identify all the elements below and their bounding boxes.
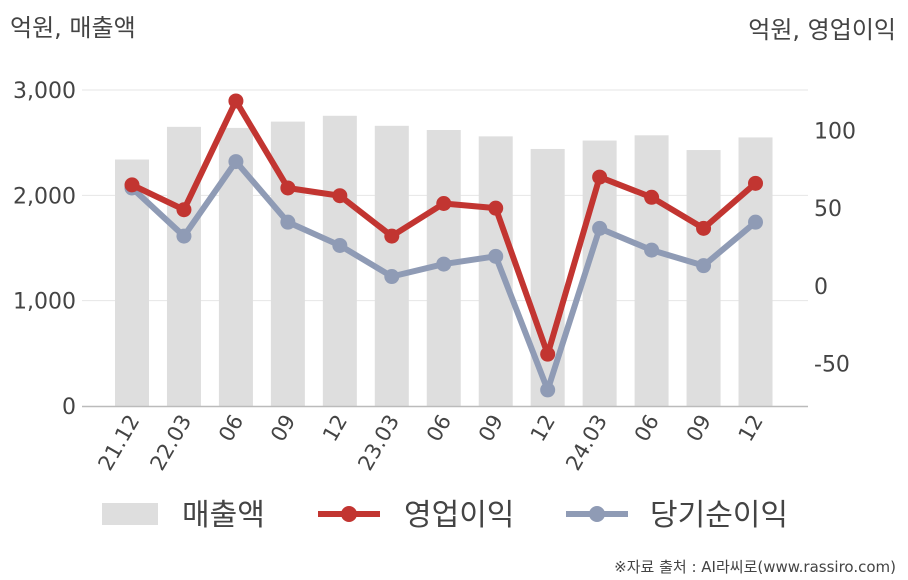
series-point bbox=[592, 169, 608, 185]
series-point bbox=[332, 188, 348, 204]
series-point bbox=[228, 93, 244, 109]
right-tick-label: 0 bbox=[814, 275, 828, 300]
right-tick-label: -50 bbox=[814, 353, 850, 378]
series-point bbox=[696, 258, 712, 274]
series-point bbox=[176, 202, 192, 218]
series-point bbox=[228, 154, 244, 170]
right-tick-label: 100 bbox=[814, 120, 856, 145]
series-point bbox=[748, 175, 764, 191]
series-point bbox=[124, 177, 140, 193]
legend-label: 매출액 bbox=[182, 498, 265, 533]
revenue-bar bbox=[166, 126, 201, 406]
series-point bbox=[384, 228, 400, 244]
series-point bbox=[488, 200, 504, 216]
series-point bbox=[748, 214, 764, 230]
revenue-bar bbox=[322, 115, 357, 406]
legend-swatch-bar bbox=[102, 503, 158, 525]
series-point bbox=[280, 180, 296, 196]
legend-swatch-point bbox=[341, 506, 357, 522]
right-axis-title: 억원, 영업이익 bbox=[748, 16, 896, 44]
series-point bbox=[488, 248, 504, 264]
series-point bbox=[436, 196, 452, 212]
revenue-bar bbox=[218, 127, 253, 407]
legend: 매출액 영업이익 당기순이익 bbox=[102, 498, 788, 533]
series-point bbox=[384, 269, 400, 285]
x-tick-label: 21.12 bbox=[93, 411, 144, 475]
legend-label: 영업이익 bbox=[404, 498, 514, 533]
revenue-bar bbox=[374, 125, 409, 407]
x-axis-ticks: 21.12 22.03 06 09 12 23.03 06 09 12 24.03 06 09 12 bbox=[93, 410, 767, 474]
left-tick-label: 2,000 bbox=[13, 184, 76, 209]
legend-label: 당기순이익 bbox=[650, 498, 788, 533]
left-tick-label: 1,000 bbox=[13, 290, 76, 315]
x-tick-label: 06 bbox=[214, 411, 248, 446]
series-point bbox=[280, 214, 296, 230]
profit-lines bbox=[124, 93, 764, 398]
revenue-bar bbox=[686, 150, 721, 406]
series-point bbox=[176, 228, 192, 244]
series-point bbox=[540, 382, 556, 398]
series-point bbox=[696, 220, 712, 236]
series-point bbox=[644, 242, 660, 258]
series-point bbox=[644, 189, 660, 205]
legend-swatch-point bbox=[589, 506, 605, 522]
series-point bbox=[540, 346, 556, 362]
left-axis-title: 억원, 매출액 bbox=[10, 14, 136, 42]
series-point bbox=[332, 237, 348, 253]
x-tick-label: 12 bbox=[318, 411, 352, 446]
x-tick-label: 12 bbox=[734, 411, 768, 446]
left-tick-label: 3,000 bbox=[13, 79, 76, 104]
x-tick-label: 24.03 bbox=[561, 411, 612, 475]
x-tick-label: 09 bbox=[474, 410, 508, 445]
revenue-bar bbox=[478, 136, 513, 406]
source-note: ※자료 출처 : AI라씨로(www.rassiro.com) bbox=[614, 558, 896, 576]
x-tick-label: 06 bbox=[630, 411, 664, 446]
right-tick-label: 50 bbox=[814, 197, 842, 222]
series-point bbox=[592, 220, 608, 236]
x-tick-label: 06 bbox=[422, 411, 456, 446]
x-tick-label: 12 bbox=[526, 411, 560, 446]
left-axis-ticks: 0 1,000 2,000 3,000 bbox=[13, 79, 76, 420]
x-tick-label: 22.03 bbox=[145, 411, 196, 475]
x-tick-label: 23.03 bbox=[353, 411, 404, 475]
revenue-bar bbox=[634, 135, 669, 406]
x-tick-label: 09 bbox=[266, 411, 300, 446]
left-tick-label: 0 bbox=[62, 395, 76, 420]
series-point bbox=[436, 256, 452, 272]
right-axis-ticks: -50 0 50 100 bbox=[814, 120, 856, 378]
x-tick-label: 09 bbox=[682, 411, 716, 446]
